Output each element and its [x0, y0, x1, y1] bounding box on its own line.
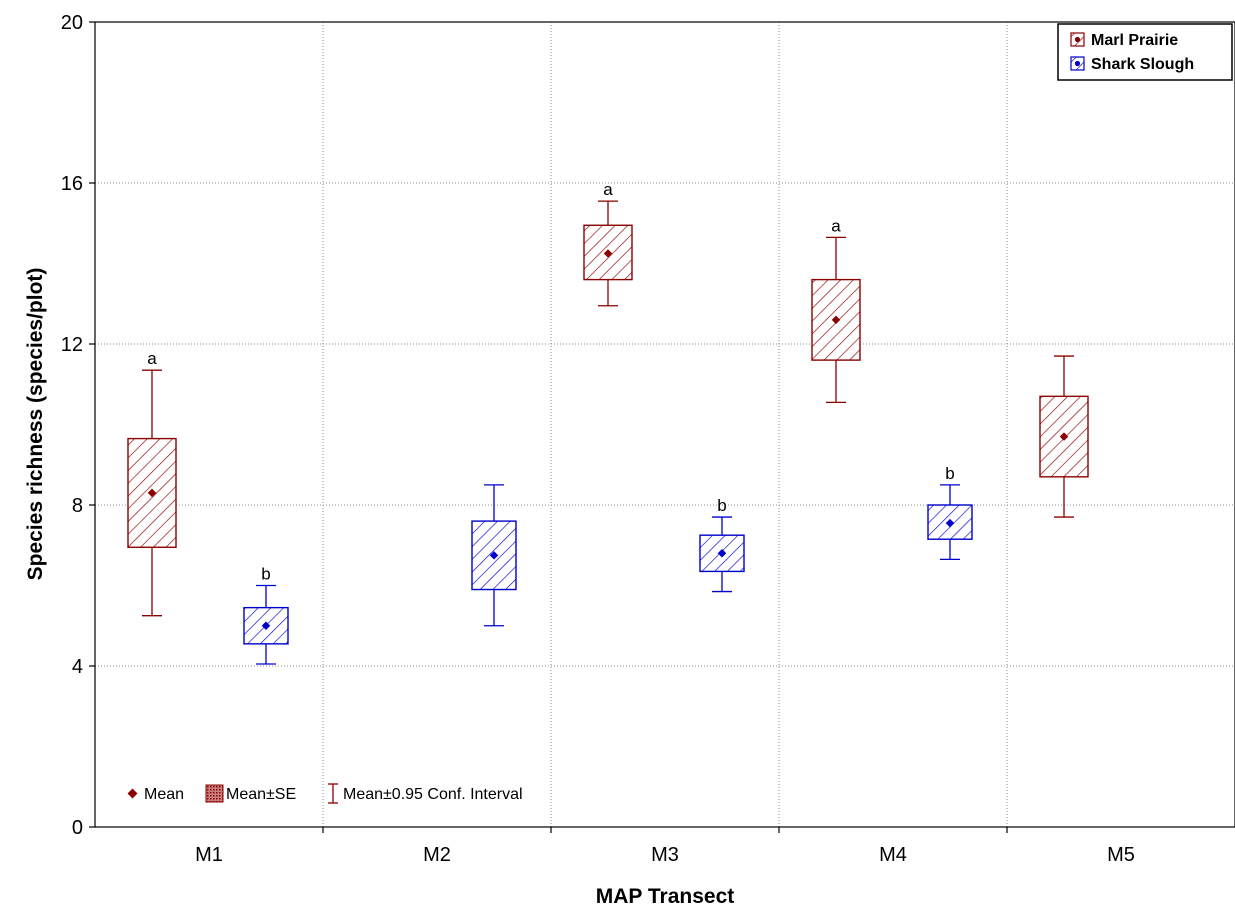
- mean-marker: [831, 315, 841, 325]
- key-se-swatch: [205, 784, 224, 803]
- x-axis-title: MAP Transect: [596, 885, 735, 908]
- y-tick-label: 8: [72, 495, 83, 517]
- mean-marker: [945, 518, 955, 528]
- chart-marks: a a a b b b: [127, 180, 1089, 665]
- key-se-label: Mean±SE: [226, 786, 296, 803]
- x-tick-label: M3: [651, 844, 679, 866]
- box-shark-slough-m4: b: [927, 464, 973, 560]
- y-axis: 0 4 8 12 16 20: [61, 12, 95, 839]
- key-mean-label: Mean: [144, 786, 184, 803]
- x-tick-label: M1: [195, 844, 223, 866]
- mean-marker: [489, 551, 499, 560]
- box-shark-slough-m3: b: [699, 496, 745, 593]
- x-tick-label: M5: [1107, 844, 1135, 866]
- legend-label-marl-prairie: Marl Prairie: [1091, 32, 1178, 49]
- grid: [95, 22, 1235, 827]
- x-axis: M1 M2 M3 M4 M5: [195, 827, 1135, 866]
- mean-marker: [717, 549, 727, 558]
- key-ci-label: Mean±0.95 Conf. Interval: [343, 786, 523, 803]
- mean-marker: [1059, 432, 1069, 441]
- plot-area-frame: [94, 21, 1235, 828]
- significance-letter: a: [147, 349, 157, 368]
- y-tick-label: 16: [61, 173, 83, 195]
- x-tick-label: M4: [879, 844, 907, 866]
- y-tick-label: 0: [72, 817, 83, 839]
- y-axis-title: Species richness (species/plot): [24, 268, 47, 581]
- series-legend: Marl Prairie Shark Slough: [1057, 23, 1233, 81]
- legend-mean-marker-shark-slough: [1074, 60, 1081, 67]
- key-ci-whisker: [328, 783, 338, 804]
- significance-letter: b: [945, 464, 954, 483]
- box-shark-slough-m2: [471, 484, 517, 627]
- key-mean-marker: [127, 788, 138, 799]
- mean-marker: [261, 621, 271, 630]
- box-marl-prairie-m4: a: [811, 216, 861, 404]
- box-shark-slough-m1: b: [243, 565, 289, 665]
- significance-letter: a: [831, 216, 841, 235]
- significance-letter: a: [603, 180, 613, 199]
- y-tick-label: 20: [61, 12, 83, 34]
- box-marl-prairie-m5: [1039, 355, 1089, 518]
- y-tick-label: 12: [61, 334, 83, 356]
- significance-letter: b: [261, 565, 270, 584]
- box-marl-prairie-m3: a: [583, 180, 633, 307]
- symbol-key: Mean Mean±SE Mean±0.95 Conf. Interval: [127, 783, 523, 804]
- x-tick-label: M2: [423, 844, 451, 866]
- legend-mean-marker-marl-prairie: [1074, 36, 1081, 43]
- legend-label-shark-slough: Shark Slough: [1091, 56, 1194, 73]
- mean-marker: [147, 488, 157, 498]
- significance-letter: b: [717, 496, 726, 515]
- legend-frame: [1057, 23, 1233, 81]
- box-marl-prairie-m1: a: [127, 349, 177, 617]
- y-tick-label: 4: [72, 656, 83, 678]
